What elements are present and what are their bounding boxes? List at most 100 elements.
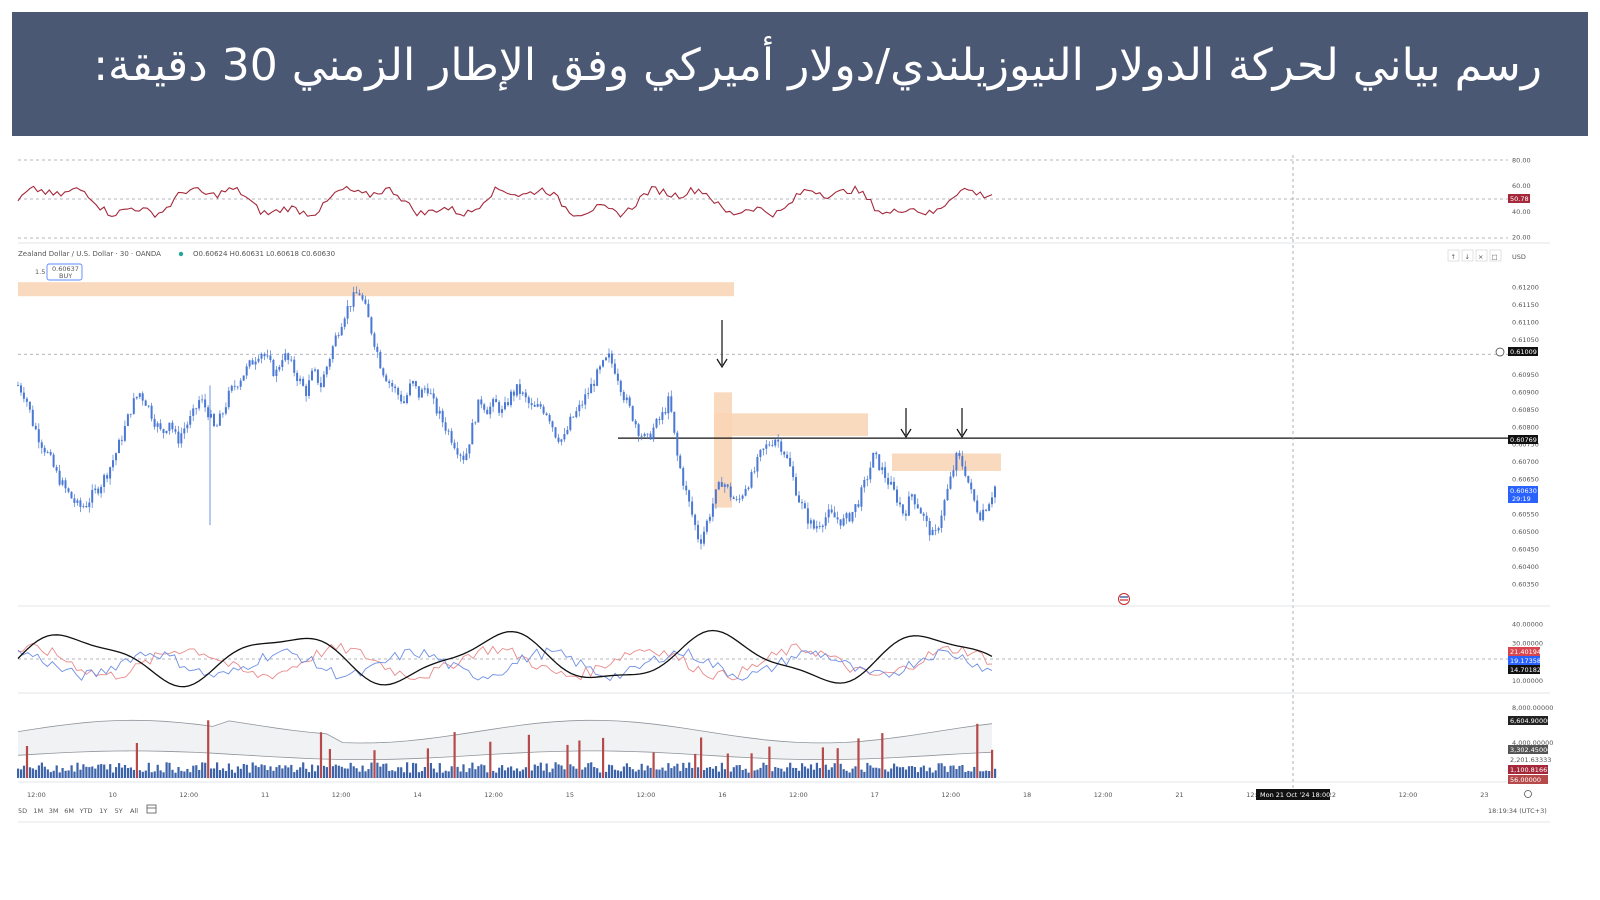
candle-body	[420, 389, 423, 398]
timeframe-button[interactable]: 5D	[18, 807, 27, 815]
volume-bar	[67, 770, 70, 778]
timeframe-button[interactable]: YTD	[79, 807, 93, 815]
volume-bar	[118, 763, 121, 778]
time-tick: 10	[109, 791, 117, 799]
candle-body	[682, 468, 685, 486]
volume-bar	[524, 767, 527, 778]
candle-body	[204, 399, 207, 408]
volume-bar	[346, 768, 349, 778]
candle-body	[260, 353, 263, 359]
buy-price[interactable]: 0.60637	[52, 265, 79, 273]
candle-body	[340, 327, 343, 336]
timeframe-button[interactable]: 1M	[33, 807, 43, 815]
move-down-icon[interactable]	[1461, 249, 1474, 262]
volume-bar	[296, 769, 299, 778]
price-tick: 0.60700	[1512, 458, 1539, 466]
trading-chart[interactable]: Zealand Dollar / U.S. Dollar · 30 · OAND…	[0, 150, 1600, 850]
volume-bar	[887, 771, 890, 778]
candle-body	[302, 378, 305, 386]
candle-body	[165, 430, 168, 433]
candle-body	[76, 500, 79, 503]
time-tick: 15	[566, 791, 574, 799]
candle-body	[444, 422, 447, 431]
rsi-tick: 20.00	[1512, 233, 1531, 241]
volume-band-upper	[17, 719, 993, 744]
rsi-tick: 40.00	[1512, 208, 1531, 216]
volume-bar	[613, 769, 617, 778]
volume-bar	[720, 762, 723, 778]
collapse-icon[interactable]	[1475, 249, 1488, 262]
price-tick: 0.60750	[1512, 441, 1539, 449]
volume-bar	[821, 747, 824, 778]
candle-body	[435, 398, 438, 414]
candle-body	[759, 449, 762, 457]
volume-bar	[501, 765, 504, 778]
svg-text:14.70182: 14.70182	[1510, 666, 1541, 674]
timeframe-button[interactable]: 1Y	[99, 807, 107, 815]
volume-bar	[622, 766, 625, 778]
timeframe-button[interactable]: All	[130, 807, 138, 815]
volume-bar	[420, 771, 424, 778]
candle-body	[857, 504, 860, 507]
volume-bar	[708, 767, 712, 778]
candle-body	[504, 402, 506, 410]
candle-body	[153, 418, 156, 427]
candle-body	[453, 442, 456, 449]
volume-bar	[655, 769, 658, 778]
volume-bar	[465, 772, 468, 778]
candle-body	[109, 467, 112, 479]
economic-event-icon[interactable]	[1118, 593, 1130, 605]
volume-bar	[70, 765, 73, 778]
volume-bar	[207, 720, 210, 779]
volume-bar	[22, 765, 26, 778]
move-up-icon[interactable]	[1447, 249, 1460, 262]
volume-bar	[109, 764, 112, 778]
candle-body	[824, 517, 827, 526]
volume-bar	[73, 771, 76, 778]
candle-body	[314, 369, 316, 371]
timeframe-button[interactable]: 6M	[64, 807, 74, 815]
candle-body	[162, 429, 165, 433]
candle-body	[985, 509, 988, 511]
price-tick: 0.60500	[1512, 528, 1539, 536]
qty-label: 1.5	[35, 268, 45, 276]
price-axis[interactable]: 0.61200 0.61150 0.61100 0.61050 0.60950 0.609…	[1512, 284, 1539, 589]
buy-label[interactable]: BUY	[59, 272, 72, 280]
svg-text:56.00000: 56.00000	[1510, 776, 1541, 784]
candle-body	[560, 439, 563, 442]
timeframe-button[interactable]: 5Y	[115, 807, 123, 815]
volume-bar	[890, 768, 893, 778]
candle-body	[691, 501, 694, 515]
candle-body	[899, 502, 901, 505]
candle-body	[928, 521, 931, 536]
candle-body	[447, 430, 450, 432]
volume-bar	[931, 772, 934, 778]
svg-text:0.60630: 0.60630	[1510, 487, 1537, 495]
timeframe-button[interactable]: 3M	[49, 807, 59, 815]
currency-label[interactable]: USD	[1512, 253, 1526, 261]
time-axis[interactable]: 12:00 10 12:00 11 12:00 14 12:00 15 12:00 16 12:00…	[27, 791, 1488, 799]
volume-bar	[700, 737, 703, 778]
volume-bar	[970, 771, 973, 778]
volume-bar	[46, 769, 49, 778]
candle-body	[495, 399, 498, 403]
volume-tick: 8,000.00000	[1512, 704, 1553, 712]
volume-bar	[631, 769, 634, 778]
volume-bar	[596, 768, 599, 778]
candles	[17, 286, 996, 550]
volume-bar	[907, 766, 911, 778]
supply-zone	[18, 282, 734, 297]
rsi-line	[17, 185, 993, 219]
rsi-pane	[17, 159, 1508, 239]
volume-bar	[925, 771, 928, 778]
volume-bar	[711, 768, 715, 778]
buy-button[interactable]	[46, 263, 83, 281]
candle-body	[412, 381, 414, 384]
candle-body	[934, 529, 937, 531]
candle-body	[533, 405, 536, 407]
maximize-icon[interactable]	[1489, 249, 1502, 262]
date-range-icon[interactable]	[146, 804, 157, 814]
settings-gear-icon[interactable]	[1524, 790, 1532, 798]
volume-bar	[462, 764, 465, 778]
candle-body	[973, 489, 976, 501]
